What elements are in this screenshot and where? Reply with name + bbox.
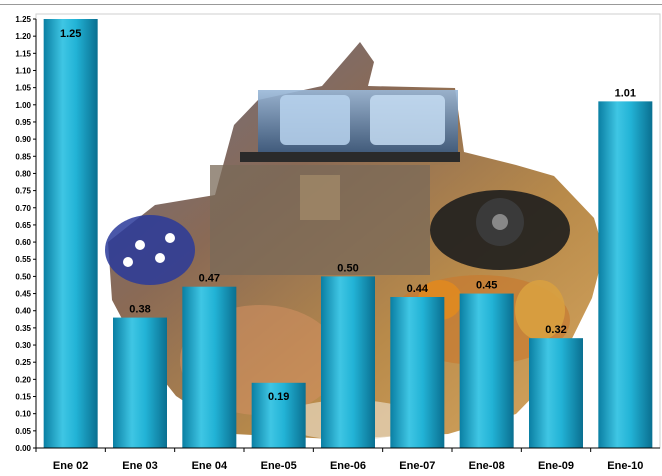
y-tick-label: 0.00	[15, 444, 31, 453]
y-tick-label: 0.95	[15, 118, 31, 127]
y-tick-label: 0.50	[15, 272, 31, 281]
data-label: 0.38	[129, 304, 150, 316]
y-tick-label: 0.05	[15, 427, 31, 436]
chart-border-top	[0, 4, 662, 5]
bar	[529, 338, 583, 448]
y-tick-label: 0.25	[15, 358, 31, 367]
x-axis: Ene 02 Ene 03 Ene 04 Ene-05 Ene-06 Ene-07 Ene-…	[35, 447, 660, 472]
y-tick-label: 0.40	[15, 307, 31, 316]
y-tick-label: 0.70	[15, 204, 31, 213]
y-tick-label: 0.20	[15, 375, 31, 384]
x-category-label: Ene-08	[469, 460, 505, 472]
data-label: 0.45	[476, 280, 497, 292]
y-tick-label: 0.35	[15, 324, 31, 333]
y-tick-label: 0.80	[15, 169, 31, 178]
bar	[43, 19, 98, 448]
bar	[598, 101, 653, 449]
x-category-label: Ene-06	[330, 460, 366, 472]
y-tick-label: 0.65	[15, 221, 31, 230]
y-tick-label: 1.15	[15, 49, 31, 58]
y-tick-label: 0.10	[15, 410, 31, 419]
y-tick-label: 0.60	[15, 238, 31, 247]
y-axis: 0.00 0.05 0.10 0.15 0.20 0.25 0.30 0.35 0.40 0.45…	[15, 15, 37, 453]
x-category-label: Ene 03	[122, 460, 157, 472]
x-category-label: Ene-09	[538, 460, 574, 472]
x-category-label: Ene-05	[261, 460, 297, 472]
bar	[459, 293, 514, 448]
bar	[113, 317, 167, 448]
bar	[390, 296, 445, 448]
y-tick-label: 1.00	[15, 101, 31, 110]
data-label: 0.19	[268, 391, 289, 403]
y-tick-label: 0.75	[15, 187, 31, 196]
data-label: 0.44	[407, 283, 429, 295]
y-tick-label: 1.10	[15, 66, 31, 75]
y-tick-label: 1.20	[15, 32, 31, 41]
bar	[251, 382, 306, 448]
bars: 1.25 0.38 0.47 0.19 0.50 0.44 0.45 0.32 1.01	[43, 19, 653, 449]
data-label: 1.25	[60, 28, 81, 40]
y-tick-label: 0.45	[15, 290, 31, 299]
x-category-label: Ene-10	[607, 460, 643, 472]
data-label: 0.47	[199, 273, 220, 285]
y-tick-label: 0.55	[15, 255, 31, 264]
y-tick-label: 0.15	[15, 393, 31, 402]
data-label: 1.01	[615, 87, 636, 99]
y-tick-label: 1.25	[15, 15, 31, 24]
y-tick-label: 0.90	[15, 135, 31, 144]
y-tick-label: 0.85	[15, 152, 31, 161]
x-category-label: Ene 04	[192, 460, 228, 472]
bar	[321, 276, 375, 448]
bar	[182, 286, 237, 448]
y-tick-label: 1.05	[15, 84, 31, 93]
x-category-label: Ene 02	[53, 460, 88, 472]
y-tick-label: 0.30	[15, 341, 31, 350]
x-category-label: Ene-07	[399, 460, 435, 472]
data-label: 0.32	[545, 324, 566, 336]
data-label: 0.50	[337, 262, 358, 274]
